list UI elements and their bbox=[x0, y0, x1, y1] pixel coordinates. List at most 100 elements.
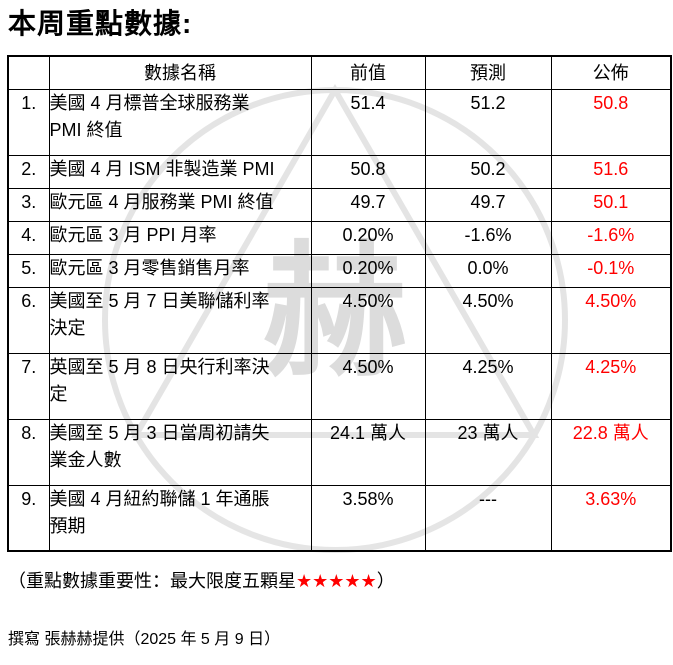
table-row: 8. 美國至 5 月 3 日當周初請失 業金人數 24.1 萬人 23 萬人 22.8 萬… bbox=[7, 418, 672, 486]
indicator-name: 歐元區 3 月 PPI 月率 bbox=[48, 220, 312, 255]
row-number: 2. bbox=[7, 154, 50, 189]
forecast-value: -1.6% bbox=[424, 220, 552, 255]
cell-text: --- bbox=[479, 488, 497, 509]
cell-text: 4.50% bbox=[585, 290, 637, 311]
cell-text: 4.50% bbox=[342, 290, 394, 311]
forecast-value: 23 萬人 bbox=[424, 418, 552, 486]
row-number: 3. bbox=[7, 187, 50, 222]
previous-value: 24.1 萬人 bbox=[310, 418, 426, 486]
cell-text: 50.8 bbox=[593, 92, 629, 113]
cell-text: 24.1 萬人 bbox=[329, 422, 407, 443]
forecast-value: 49.7 bbox=[424, 187, 552, 222]
cell-text: 定 bbox=[49, 383, 68, 404]
forecast-value: 0.0% bbox=[424, 253, 552, 288]
table-body: 1. 美國 4 月標普全球服務業 PMI 終值 51.4 51.2 50.8 2. 美國 4 … bbox=[7, 88, 672, 552]
header-forecast: 預測 bbox=[424, 55, 552, 90]
cell-text: 22.8 萬人 bbox=[572, 422, 649, 443]
cell-text: 4.25% bbox=[585, 356, 637, 377]
importance-note: （重點數據重要性：最大限度五顆星★★★★★） bbox=[8, 568, 395, 594]
cell-text: 0.20% bbox=[342, 257, 394, 278]
published-value: 51.6 bbox=[550, 154, 672, 189]
table-row: 1. 美國 4 月標普全球服務業 PMI 終值 51.4 51.2 50.8 bbox=[7, 88, 672, 156]
indicator-name: 英國至 5 月 8 日央行利率決定 bbox=[48, 352, 312, 420]
row-number: 1. bbox=[7, 88, 50, 156]
row-number: 8. bbox=[7, 418, 50, 486]
cell-text: 4.50% bbox=[342, 356, 394, 377]
previous-value: 50.8 bbox=[310, 154, 426, 189]
cell-text: 3. bbox=[21, 191, 37, 212]
previous-value: 0.20% bbox=[310, 253, 426, 288]
indicator-name: 美國至 5 月 3 日當周初請失 業金人數 bbox=[48, 418, 312, 486]
cell-text: 美國 4 月紐約聯儲 1 年通脹 bbox=[49, 488, 270, 509]
table-header: 數據名稱 前值 預測 公佈 bbox=[7, 55, 672, 90]
cell-text: 7. bbox=[21, 356, 37, 377]
table-row: 9. 美國 4 月紐約聯儲 1 年通脹 預期 3.58% --- 3.63% bbox=[7, 484, 672, 552]
forecast-value: --- bbox=[424, 484, 552, 552]
cell-text: 50.1 bbox=[593, 191, 629, 212]
cell-text: 業金人數 bbox=[49, 449, 122, 470]
published-value: 3.63% bbox=[550, 484, 672, 552]
indicator-name: 歐元區 3 月零售銷售月率 bbox=[48, 253, 312, 288]
indicator-name: 美國 4 月紐約聯儲 1 年通脹 預期 bbox=[48, 484, 312, 552]
importance-note-close: ） bbox=[376, 571, 395, 591]
indicator-name: 美國至 5 月 7 日美聯儲利率 決定 bbox=[48, 286, 312, 354]
row-number: 9. bbox=[7, 484, 50, 552]
data-table: 數據名稱 前值 預測 公佈 1. 美國 4 月標普全球服務業 PMI 終值 51.4 5… bbox=[7, 55, 672, 552]
table-row: 7. 英國至 5 月 8 日央行利率決定 4.50% 4.25% 4.25% bbox=[7, 352, 672, 420]
star-rating: ★★★★★ bbox=[296, 571, 377, 591]
cell-text: 0.0% bbox=[467, 257, 509, 278]
cell-text: 5. bbox=[21, 257, 37, 278]
cell-text: 0.20% bbox=[342, 224, 394, 245]
cell-text: -0.1% bbox=[587, 257, 635, 278]
cell-text: 英國至 5 月 8 日央行利率決 bbox=[49, 356, 270, 377]
row-number: 6. bbox=[7, 286, 50, 354]
cell-text: 2. bbox=[21, 158, 37, 179]
header-index bbox=[7, 55, 50, 90]
indicator-name: 美國 4 月標普全球服務業 PMI 終值 bbox=[48, 88, 312, 156]
published-value: -1.6% bbox=[550, 220, 672, 255]
cell-text: 美國 4 月標普全球服務業 bbox=[49, 92, 250, 113]
cell-text: 4. bbox=[21, 224, 37, 245]
previous-value: 4.50% bbox=[310, 286, 426, 354]
cell-text: 3.58% bbox=[342, 488, 394, 509]
header-name: 數據名稱 bbox=[48, 55, 312, 90]
previous-value: 0.20% bbox=[310, 220, 426, 255]
table-row: 6. 美國至 5 月 7 日美聯儲利率 決定 4.50% 4.50% 4.50% bbox=[7, 286, 672, 354]
row-number: 5. bbox=[7, 253, 50, 288]
cell-text: 4.25% bbox=[462, 356, 514, 377]
cell-text: 3.63% bbox=[585, 488, 637, 509]
published-value: 22.8 萬人 bbox=[550, 418, 672, 486]
importance-note-text: （重點數據重要性：最大限度五顆星 bbox=[8, 571, 296, 591]
table-row: 5. 歐元區 3 月零售銷售月率 0.20% 0.0% -0.1% bbox=[7, 253, 672, 288]
cell-text: PMI 終值 bbox=[49, 119, 123, 140]
cell-text: 50.8 bbox=[350, 158, 386, 179]
previous-value: 51.4 bbox=[310, 88, 426, 156]
cell-text: 8. bbox=[21, 422, 37, 443]
cell-text: 1. bbox=[21, 92, 37, 113]
cell-text: 美國至 5 月 3 日當周初請失 bbox=[49, 422, 270, 443]
header-previous: 前值 bbox=[310, 55, 426, 90]
forecast-value: 50.2 bbox=[424, 154, 552, 189]
cell-text: 9. bbox=[21, 488, 37, 509]
cell-text: 歐元區 3 月零售銷售月率 bbox=[49, 257, 250, 278]
table-row: 4. 歐元區 3 月 PPI 月率 0.20% -1.6% -1.6% bbox=[7, 220, 672, 255]
cell-text: 決定 bbox=[49, 317, 86, 338]
published-value: -0.1% bbox=[550, 253, 672, 288]
previous-value: 4.50% bbox=[310, 352, 426, 420]
previous-value: 49.7 bbox=[310, 187, 426, 222]
header-row: 數據名稱 前值 預測 公佈 bbox=[7, 55, 672, 90]
cell-text: 4.50% bbox=[462, 290, 514, 311]
cell-text: 歐元區 4 月服務業 PMI 終值 bbox=[49, 191, 274, 212]
page-title: 本周重點數據: bbox=[8, 8, 193, 39]
forecast-value: 4.50% bbox=[424, 286, 552, 354]
published-value: 4.25% bbox=[550, 352, 672, 420]
cell-text: 美國 4 月 ISM 非製造業 PMI bbox=[49, 158, 275, 179]
header-published: 公佈 bbox=[550, 55, 672, 90]
cell-text: -1.6% bbox=[464, 224, 512, 245]
published-value: 50.1 bbox=[550, 187, 672, 222]
row-number: 7. bbox=[7, 352, 50, 420]
cell-text: 23 萬人 bbox=[457, 422, 519, 443]
cell-text: 51.2 bbox=[470, 92, 506, 113]
credit-line: 撰寫 張赫赫提供（2025 年 5 月 9 日） bbox=[8, 631, 281, 648]
